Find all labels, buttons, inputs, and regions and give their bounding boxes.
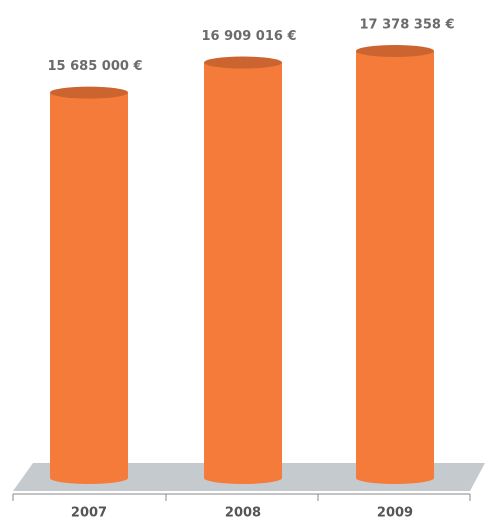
x-tick-label: 2009 [377,506,413,521]
bar-top [356,45,434,57]
bar [204,62,282,484]
value-label: 16 909 016 € [202,29,297,44]
bar [356,51,434,484]
value-label: 17 378 358 € [360,18,455,33]
x-tick-label: 2008 [225,506,261,521]
bar-top [204,56,282,69]
bar [50,92,128,484]
value-label: 15 685 000 € [48,59,143,74]
x-tick-label: 2007 [71,506,107,521]
bar-top [50,86,128,99]
